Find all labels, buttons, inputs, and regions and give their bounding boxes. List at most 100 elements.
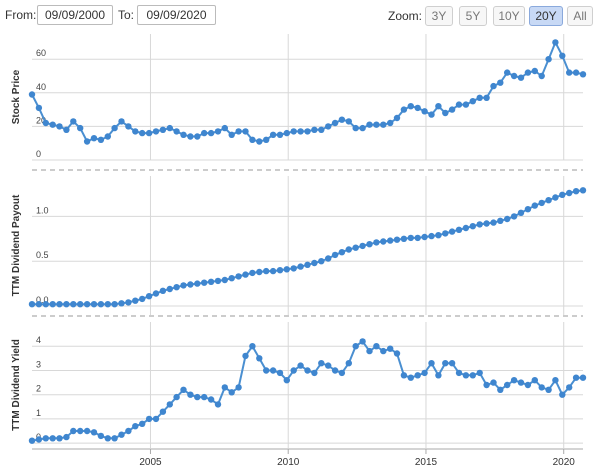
data-point-1-14 [118, 118, 125, 125]
data-point-2-51 [373, 239, 380, 246]
data-point-3-32 [242, 352, 249, 360]
data-point-1-44 [325, 123, 332, 130]
data-point-3-26 [201, 393, 208, 401]
data-point-2-61 [442, 230, 449, 237]
data-point-2-16 [132, 297, 139, 304]
x-tick-label-1: 2005 [139, 457, 162, 468]
data-point-2-52 [380, 238, 387, 245]
data-point-1-62 [448, 106, 456, 113]
data-point-3-59 [428, 360, 435, 367]
data-point-3-14 [118, 431, 125, 438]
data-point-2-74 [531, 202, 538, 209]
data-point-1-8 [77, 124, 84, 132]
data-point-1-6 [63, 126, 70, 133]
data-point-1-78 [559, 52, 566, 59]
data-point-2-33 [249, 269, 256, 277]
data-point-3-58 [421, 369, 428, 377]
data-point-1-20 [159, 126, 167, 133]
data-point-1-76 [545, 56, 552, 63]
zoom-all-button[interactable]: All [567, 6, 593, 26]
data-point-3-10 [90, 429, 98, 436]
data-point-1-56 [407, 103, 414, 110]
data-point-3-2 [35, 436, 43, 443]
data-point-1-32 [242, 128, 249, 135]
data-point-3-33 [249, 343, 256, 350]
data-point-2-17 [139, 295, 146, 303]
data-point-3-25 [194, 393, 201, 401]
data-point-2-34 [256, 268, 263, 276]
data-point-2-13 [111, 301, 118, 308]
from-date-input[interactable] [37, 5, 113, 25]
data-point-2-39 [290, 265, 297, 272]
y-tick-label-2-1: 0.0 [36, 295, 49, 305]
data-point-3-78 [559, 391, 566, 398]
data-point-2-10 [90, 301, 98, 308]
data-point-3-4 [49, 435, 56, 442]
zoom-20y-button[interactable]: 20Y [529, 6, 563, 26]
data-point-2-58 [421, 233, 428, 241]
zoom-10y-button[interactable]: 10Y [493, 6, 525, 26]
y-axis-label-2: TTM Dividend Payout [11, 194, 22, 296]
data-point-1-26 [201, 129, 208, 137]
data-point-1-31 [235, 128, 242, 135]
data-point-1-69 [497, 79, 504, 86]
data-point-1-45 [331, 119, 339, 127]
data-point-1-16 [132, 128, 139, 135]
data-point-2-36 [269, 267, 277, 275]
data-point-3-73 [524, 381, 532, 389]
data-point-1-34 [256, 138, 263, 145]
y-tick-label-2-2: 0.5 [36, 250, 49, 260]
data-point-2-48 [352, 244, 359, 251]
data-point-2-43 [318, 258, 325, 265]
data-point-1-36 [269, 131, 277, 138]
data-point-1-38 [283, 129, 290, 137]
data-point-3-66 [476, 369, 483, 377]
data-point-3-6 [63, 433, 70, 441]
data-point-3-57 [414, 372, 421, 379]
data-point-2-44 [325, 255, 332, 262]
data-point-2-49 [359, 242, 366, 250]
zoom-5y-button[interactable]: 5Y [459, 6, 487, 26]
data-point-2-32 [242, 271, 249, 278]
data-point-1-72 [517, 74, 525, 81]
data-point-2-31 [235, 273, 242, 280]
x-tick-label-4: 2020 [553, 457, 576, 468]
data-point-3-31 [235, 384, 242, 391]
data-point-3-70 [504, 381, 511, 389]
data-point-1-66 [476, 94, 483, 102]
data-point-2-14 [118, 300, 125, 307]
zoom-3y-button[interactable]: 3Y [425, 6, 453, 26]
data-point-2-67 [483, 220, 490, 227]
data-point-3-17 [139, 420, 146, 427]
y-tick-label-3-5: 4 [36, 335, 41, 345]
data-point-1-27 [207, 129, 215, 137]
data-point-1-61 [442, 109, 449, 117]
data-point-2-9 [83, 301, 91, 308]
data-point-1-33 [249, 136, 256, 143]
data-point-1-68 [490, 82, 497, 90]
data-point-1-19 [152, 128, 160, 135]
data-point-1-71 [510, 72, 518, 80]
data-point-3-44 [325, 362, 332, 369]
data-point-1-15 [125, 123, 132, 130]
data-point-1-58 [421, 108, 428, 115]
to-date-input[interactable] [137, 5, 216, 25]
data-point-1-77 [552, 39, 559, 46]
data-point-3-54 [393, 350, 401, 357]
data-point-2-45 [331, 251, 339, 259]
data-point-1-35 [263, 136, 270, 143]
data-point-2-38 [283, 266, 290, 273]
data-point-1-65 [469, 98, 476, 105]
data-point-3-27 [207, 396, 215, 403]
data-point-3-79 [566, 384, 573, 391]
data-point-2-60 [435, 232, 442, 239]
data-point-1-54 [393, 114, 401, 122]
data-point-2-71 [510, 213, 518, 220]
data-point-3-64 [462, 372, 470, 379]
data-point-2-5 [56, 301, 63, 308]
y-tick-label-2-3: 1.0 [36, 205, 49, 215]
data-point-1-63 [455, 101, 463, 108]
data-point-2-2 [35, 301, 43, 308]
data-point-3-68 [490, 379, 497, 386]
data-point-3-75 [538, 384, 545, 391]
